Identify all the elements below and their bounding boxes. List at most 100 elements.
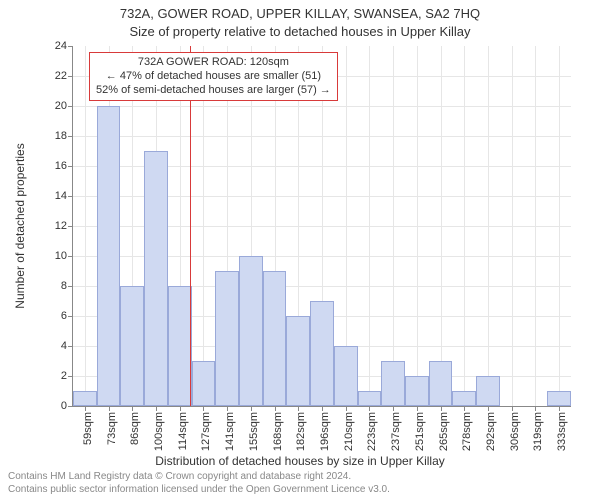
ytick-label: 16 <box>55 160 67 172</box>
vgridline <box>535 46 536 406</box>
xtick-mark <box>85 406 86 411</box>
bar <box>215 271 239 406</box>
ytick-label: 18 <box>55 130 67 142</box>
ytick-mark <box>68 406 73 407</box>
ytick-label: 20 <box>55 100 67 112</box>
vgridline <box>488 46 489 406</box>
ytick-label: 10 <box>55 250 67 262</box>
ytick-label: 14 <box>55 190 67 202</box>
xtick-label: 319sqm <box>532 412 544 451</box>
bar <box>334 346 358 406</box>
xtick-mark <box>251 406 252 411</box>
xtick-label: 114sqm <box>177 412 189 450</box>
xtick-mark <box>275 406 276 411</box>
xtick-mark <box>512 406 513 411</box>
annotation-line3: 52% of semi-detached houses are larger (… <box>96 84 331 98</box>
vgridline <box>85 46 86 406</box>
xtick-mark <box>180 406 181 411</box>
xtick-label: 127sqm <box>200 412 212 451</box>
chart-title-line1: 732A, GOWER ROAD, UPPER KILLAY, SWANSEA,… <box>0 6 600 21</box>
ytick-mark <box>68 76 73 77</box>
ytick-label: 22 <box>55 70 67 82</box>
xtick-label: 141sqm <box>224 412 236 451</box>
xtick-mark <box>559 406 560 411</box>
vgridline <box>512 46 513 406</box>
xtick-mark <box>369 406 370 411</box>
bar <box>405 376 429 406</box>
xtick-label: 182sqm <box>295 412 307 451</box>
xtick-mark <box>535 406 536 411</box>
chart-title-line2: Size of property relative to detached ho… <box>0 24 600 39</box>
vgridline <box>441 46 442 406</box>
ytick-mark <box>68 106 73 107</box>
xtick-mark <box>156 406 157 411</box>
bar <box>310 301 334 406</box>
footer-line1: Contains HM Land Registry data © Crown c… <box>8 471 390 484</box>
bar <box>381 361 405 406</box>
x-axis-label: Distribution of detached houses by size … <box>0 454 600 468</box>
xtick-mark <box>298 406 299 411</box>
bar <box>73 391 97 406</box>
ytick-mark <box>68 256 73 257</box>
vgridline <box>393 46 394 406</box>
annotation-line2: ← 47% of detached houses are smaller (51… <box>96 70 331 84</box>
bar <box>429 361 453 406</box>
vgridline <box>464 46 465 406</box>
plot-area: 02468101214161820222459sqm73sqm86sqm100s… <box>72 46 571 407</box>
ytick-label: 12 <box>55 220 67 232</box>
bar <box>476 376 500 406</box>
bar <box>168 286 192 406</box>
xtick-mark <box>322 406 323 411</box>
vgridline <box>417 46 418 406</box>
ytick-label: 0 <box>61 400 67 412</box>
bar <box>144 151 168 406</box>
xtick-mark <box>346 406 347 411</box>
bar <box>97 106 121 406</box>
footer-line2: Contains public sector information licen… <box>8 484 390 497</box>
xtick-label: 168sqm <box>272 412 284 451</box>
xtick-mark <box>464 406 465 411</box>
xtick-mark <box>417 406 418 411</box>
ytick-mark <box>68 196 73 197</box>
xtick-mark <box>441 406 442 411</box>
xtick-label: 86sqm <box>129 412 141 445</box>
ytick-mark <box>68 136 73 137</box>
xtick-label: 210sqm <box>343 412 355 451</box>
xtick-label: 237sqm <box>390 412 402 451</box>
footer-attribution: Contains HM Land Registry data © Crown c… <box>8 471 390 496</box>
annotation-box: 732A GOWER ROAD: 120sqm← 47% of detached… <box>89 52 338 101</box>
bar <box>286 316 310 406</box>
xtick-label: 251sqm <box>414 412 426 451</box>
ytick-label: 8 <box>61 280 67 292</box>
y-axis-label: Number of detached properties <box>13 143 27 308</box>
xtick-label: 333sqm <box>556 412 568 451</box>
ytick-mark <box>68 346 73 347</box>
bar <box>358 391 382 406</box>
xtick-mark <box>393 406 394 411</box>
ytick-mark <box>68 286 73 287</box>
bar <box>547 391 571 406</box>
xtick-label: 265sqm <box>438 412 450 451</box>
xtick-mark <box>227 406 228 411</box>
vgridline <box>559 46 560 406</box>
annotation-line1: 732A GOWER ROAD: 120sqm <box>96 56 331 70</box>
xtick-label: 223sqm <box>366 412 378 451</box>
xtick-mark <box>203 406 204 411</box>
ytick-label: 4 <box>61 340 67 352</box>
xtick-label: 292sqm <box>485 412 497 451</box>
xtick-label: 196sqm <box>319 412 331 451</box>
ytick-mark <box>68 376 73 377</box>
bar <box>263 271 287 406</box>
ytick-label: 24 <box>55 40 67 52</box>
bar <box>239 256 263 406</box>
xtick-mark <box>109 406 110 411</box>
xtick-mark <box>132 406 133 411</box>
ytick-mark <box>68 166 73 167</box>
bar <box>120 286 144 406</box>
ytick-mark <box>68 46 73 47</box>
ytick-mark <box>68 316 73 317</box>
xtick-label: 73sqm <box>106 412 118 445</box>
bar <box>192 361 216 406</box>
ytick-label: 6 <box>61 310 67 322</box>
xtick-label: 306sqm <box>509 412 521 451</box>
